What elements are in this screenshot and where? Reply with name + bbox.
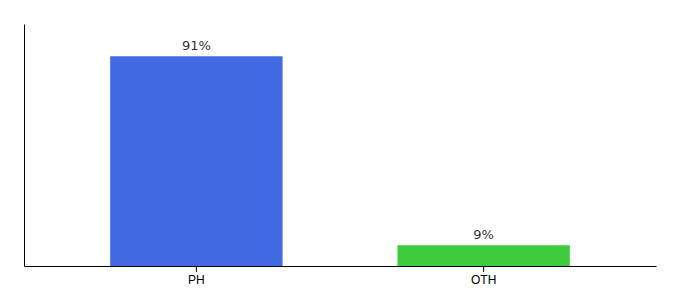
x-tick-mark [483, 266, 484, 272]
bars [110, 56, 570, 266]
x-tick: OTH [471, 266, 496, 287]
bar [397, 245, 569, 266]
plot-area: PH OTH 91% 9% [25, 25, 657, 287]
x-tick-label: PH [188, 273, 205, 287]
x-axis: PH OTH [25, 266, 657, 287]
y-axis-line [24, 25, 25, 267]
x-tick-label: OTH [471, 273, 496, 287]
chart-svg: PH OTH 91% 9% [0, 0, 680, 300]
data-labels: 91% 9% [182, 38, 494, 242]
data-label: 9% [473, 227, 494, 242]
bar [110, 56, 282, 266]
x-tick: PH [188, 266, 205, 287]
y-axis [24, 25, 25, 267]
x-tick-mark [196, 266, 197, 272]
data-label: 91% [182, 38, 211, 53]
x-axis-line [25, 266, 657, 267]
